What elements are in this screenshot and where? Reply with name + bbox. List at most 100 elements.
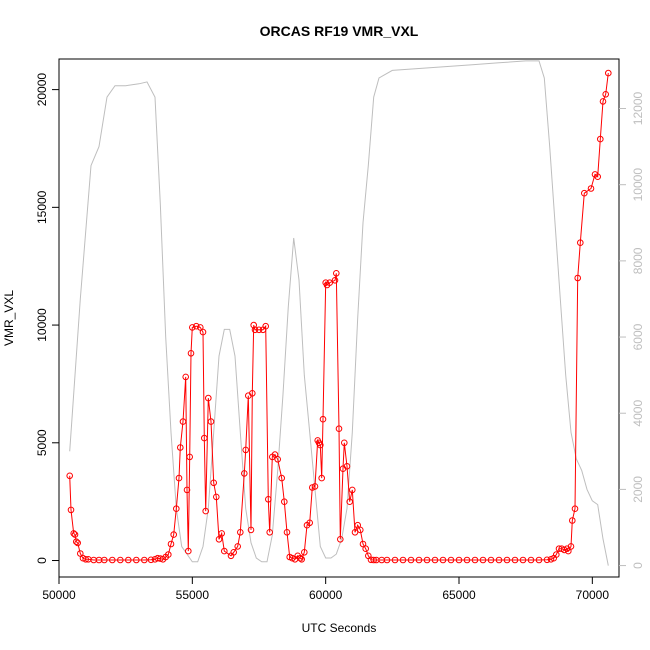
data-point <box>447 556 455 564</box>
data-point <box>230 549 237 556</box>
data-point <box>581 189 588 197</box>
data-point <box>215 536 223 543</box>
data-point <box>251 326 259 334</box>
data-point <box>77 550 84 557</box>
data-point <box>335 425 343 433</box>
data-point <box>343 463 351 470</box>
data-point <box>247 526 255 534</box>
data-point <box>187 350 195 357</box>
data-point <box>185 547 192 555</box>
data-point <box>569 517 576 524</box>
data-point <box>202 507 209 515</box>
data-point <box>266 529 274 536</box>
data-point <box>487 556 495 564</box>
y-axis: 0 5000 10000 15000 20000 <box>35 73 59 564</box>
data-point <box>255 326 263 334</box>
x-tick-label: 65000 <box>442 588 476 602</box>
y-tick-label: 20000 <box>35 73 49 107</box>
data-point <box>455 556 463 564</box>
data-point <box>543 556 551 564</box>
data-point <box>519 556 527 564</box>
data-point <box>141 556 148 564</box>
y2-tick-label: 4000 <box>631 400 645 427</box>
data-point <box>399 556 407 564</box>
data-point <box>71 531 79 538</box>
data-point <box>207 418 215 425</box>
series-line <box>69 73 609 561</box>
data-point <box>341 439 348 447</box>
data-point <box>221 547 228 555</box>
data-point <box>234 543 241 550</box>
data-point <box>249 390 256 397</box>
data-point <box>359 540 367 548</box>
data-point <box>199 328 207 336</box>
data-point <box>179 418 187 425</box>
data-point <box>242 446 249 454</box>
data-point <box>133 556 140 564</box>
data-point <box>333 270 340 277</box>
data-point <box>301 549 308 556</box>
data-point <box>326 279 334 287</box>
data-point <box>587 185 595 192</box>
y-tick-label: 10000 <box>35 308 49 342</box>
data-point <box>594 173 602 180</box>
data-point <box>574 274 582 282</box>
data-point <box>463 556 471 564</box>
data-point <box>177 444 184 451</box>
data-point <box>205 394 212 402</box>
data-point <box>278 474 286 482</box>
data-point <box>605 69 612 77</box>
data-point <box>237 529 244 536</box>
data-point <box>175 474 183 482</box>
data-point <box>298 556 306 563</box>
data-point <box>73 538 80 546</box>
plot-frame <box>58 58 620 578</box>
data-point <box>262 322 270 330</box>
data-point <box>193 322 200 330</box>
data-point <box>182 373 189 381</box>
y2-axis: 0 2000 4000 6000 8000 10000 12000 <box>619 92 645 569</box>
data-point <box>511 556 519 564</box>
data-point <box>577 239 584 246</box>
data-point <box>571 505 579 513</box>
data-point <box>495 556 503 564</box>
data-point <box>383 556 391 564</box>
y2-tick-label: 0 <box>631 562 645 569</box>
data-point <box>281 498 288 506</box>
x-axis-label: UTC Seconds <box>302 621 377 635</box>
data-point <box>423 556 431 564</box>
data-point <box>351 529 359 536</box>
x-tick-label: 50000 <box>42 588 76 602</box>
data-point <box>306 519 314 527</box>
data-point <box>357 526 364 534</box>
data-point <box>317 441 324 449</box>
data-point <box>210 479 217 487</box>
data-point <box>147 556 155 564</box>
y-tick-label: 5000 <box>35 429 49 456</box>
data-point <box>553 551 560 558</box>
x-tick-label: 60000 <box>309 588 343 602</box>
y2-tick-label: 8000 <box>631 247 645 274</box>
data-point <box>67 506 75 514</box>
data-point <box>297 554 304 562</box>
data-point <box>602 91 610 98</box>
data-point <box>250 321 257 329</box>
data-point <box>183 486 191 494</box>
data-point <box>82 556 89 563</box>
data-point <box>271 451 279 458</box>
y2-tick-label: 2000 <box>631 476 645 503</box>
y2-tick-label: 10000 <box>631 168 645 202</box>
data-point <box>479 556 487 564</box>
y2-tick-label: 6000 <box>631 323 645 350</box>
data-point <box>101 556 108 564</box>
data-point <box>274 456 282 463</box>
data-point <box>241 470 248 477</box>
data-point <box>167 540 175 548</box>
data-point <box>66 472 73 480</box>
data-point <box>439 556 447 564</box>
data-point <box>70 530 77 537</box>
secondary-series-layer <box>69 60 609 566</box>
chart-title: ORCAS RF19 VMR_VXL <box>260 23 419 39</box>
data-point <box>319 415 327 423</box>
data-point <box>109 556 116 564</box>
